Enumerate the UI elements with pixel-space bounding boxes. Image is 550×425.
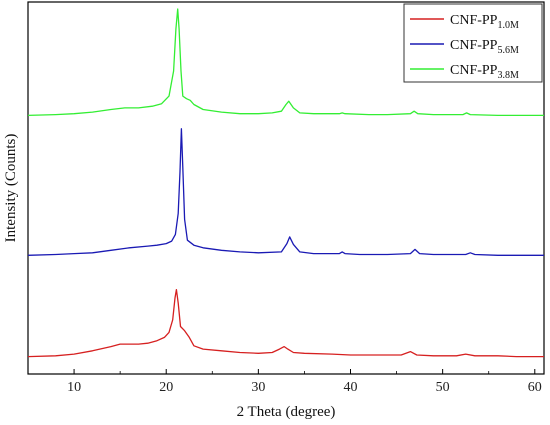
- plot-frame: [27, 1, 545, 375]
- x-tick-label: 50: [436, 380, 450, 395]
- legend-label: CNF-PP1.0M: [450, 13, 519, 31]
- series-layer: [27, 8, 544, 358]
- series-line-3-8m: [27, 8, 544, 117]
- series-line-5-6m: [27, 128, 544, 256]
- series-line-1-0m: [27, 288, 544, 358]
- y-axis-label: Intensity (Counts): [3, 134, 19, 243]
- legend-label: CNF-PP5.6M: [450, 38, 519, 56]
- legend-label: CNF-PP3.8M: [450, 63, 519, 81]
- x-tick-label: 10: [67, 380, 81, 395]
- x-tick-label: 30: [251, 380, 265, 395]
- x-axis-label: 2 Theta (degree): [237, 404, 336, 420]
- legend: CNF-PP1.0M CNF-PP5.6M CNF-PP3.8M: [403, 3, 543, 83]
- x-tick-label: 20: [159, 380, 173, 395]
- x-tick-label: 60: [528, 380, 542, 395]
- x-tick-label: 40: [344, 380, 358, 395]
- x-axis-ticks: 10 20 30 40 50 60: [27, 369, 542, 395]
